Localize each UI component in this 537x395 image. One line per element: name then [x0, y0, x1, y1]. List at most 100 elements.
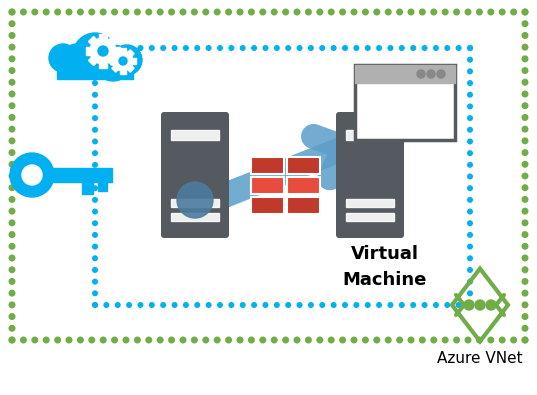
FancyBboxPatch shape	[250, 196, 284, 214]
Circle shape	[20, 337, 27, 344]
Circle shape	[9, 161, 16, 168]
Circle shape	[9, 149, 16, 156]
Circle shape	[92, 139, 98, 145]
Circle shape	[9, 266, 16, 273]
Circle shape	[202, 9, 209, 15]
Circle shape	[453, 337, 460, 344]
Circle shape	[9, 196, 16, 203]
Circle shape	[521, 173, 528, 179]
Circle shape	[467, 45, 473, 51]
Circle shape	[384, 9, 391, 15]
Circle shape	[521, 149, 528, 156]
Circle shape	[115, 45, 121, 51]
Circle shape	[308, 45, 314, 51]
Circle shape	[331, 45, 337, 51]
Circle shape	[417, 70, 425, 78]
Circle shape	[419, 9, 426, 15]
Circle shape	[157, 9, 164, 15]
Circle shape	[228, 45, 234, 51]
Circle shape	[31, 9, 38, 15]
Circle shape	[339, 337, 346, 344]
Circle shape	[179, 337, 186, 344]
Circle shape	[475, 300, 485, 310]
Circle shape	[228, 302, 234, 308]
FancyBboxPatch shape	[161, 112, 229, 238]
Circle shape	[92, 80, 98, 86]
Circle shape	[146, 337, 153, 344]
Circle shape	[248, 337, 255, 344]
Circle shape	[9, 126, 16, 133]
Circle shape	[467, 278, 473, 285]
Circle shape	[43, 337, 50, 344]
Circle shape	[111, 9, 118, 15]
Polygon shape	[120, 71, 126, 74]
Circle shape	[521, 208, 528, 214]
Circle shape	[179, 9, 186, 15]
Circle shape	[77, 9, 84, 15]
Circle shape	[92, 92, 98, 98]
Circle shape	[259, 337, 266, 344]
Circle shape	[331, 302, 337, 308]
Circle shape	[134, 337, 141, 344]
Circle shape	[157, 337, 164, 344]
Circle shape	[206, 45, 212, 51]
Circle shape	[92, 244, 98, 250]
Circle shape	[9, 301, 16, 308]
Circle shape	[236, 337, 243, 344]
Circle shape	[202, 337, 209, 344]
Circle shape	[92, 115, 98, 121]
Circle shape	[90, 38, 116, 64]
Circle shape	[149, 302, 155, 308]
Circle shape	[444, 45, 450, 51]
Bar	[346, 130, 394, 140]
Circle shape	[225, 337, 232, 344]
Circle shape	[9, 79, 16, 86]
Circle shape	[9, 313, 16, 320]
Circle shape	[521, 266, 528, 273]
Circle shape	[92, 290, 98, 296]
Circle shape	[9, 184, 16, 191]
Circle shape	[194, 302, 200, 308]
Circle shape	[362, 337, 369, 344]
Circle shape	[92, 278, 98, 285]
Circle shape	[126, 302, 132, 308]
Circle shape	[365, 302, 371, 308]
Circle shape	[9, 290, 16, 297]
FancyBboxPatch shape	[287, 156, 320, 173]
FancyArrowPatch shape	[215, 136, 345, 199]
Circle shape	[146, 9, 153, 15]
Circle shape	[521, 219, 528, 226]
Bar	[346, 213, 394, 221]
Text: Azure VNet: Azure VNet	[437, 352, 523, 367]
Circle shape	[455, 302, 462, 308]
Bar	[346, 199, 394, 207]
Circle shape	[240, 302, 246, 308]
Circle shape	[122, 9, 129, 15]
Circle shape	[521, 126, 528, 133]
Circle shape	[408, 337, 415, 344]
Circle shape	[113, 51, 133, 71]
Bar	[98, 182, 107, 191]
Circle shape	[194, 45, 200, 51]
Polygon shape	[110, 58, 113, 64]
Circle shape	[9, 20, 16, 27]
Circle shape	[433, 45, 439, 51]
Circle shape	[365, 45, 371, 51]
Circle shape	[92, 68, 98, 74]
Circle shape	[119, 57, 127, 65]
Circle shape	[521, 102, 528, 109]
Polygon shape	[112, 66, 118, 72]
Polygon shape	[128, 66, 134, 72]
FancyBboxPatch shape	[336, 112, 404, 238]
Circle shape	[351, 9, 358, 15]
Circle shape	[467, 302, 473, 308]
Circle shape	[467, 127, 473, 133]
Circle shape	[467, 185, 473, 191]
Circle shape	[31, 337, 38, 344]
Circle shape	[467, 162, 473, 168]
Circle shape	[88, 9, 95, 15]
Polygon shape	[89, 36, 96, 44]
Circle shape	[521, 184, 528, 191]
Circle shape	[521, 79, 528, 86]
Circle shape	[9, 9, 16, 15]
